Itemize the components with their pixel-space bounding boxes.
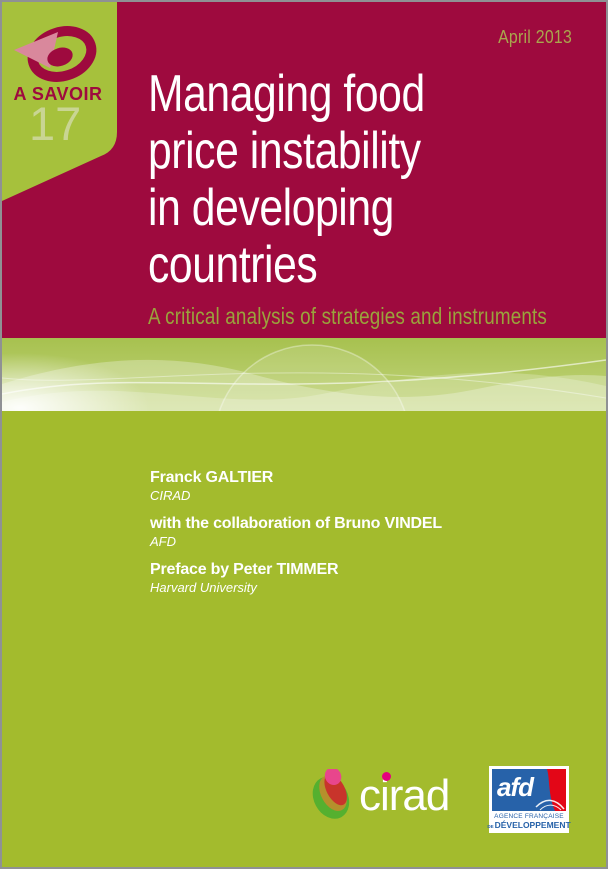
author-name: Franck GALTIER: [150, 469, 274, 486]
page-title: Managing food price instability in devel…: [148, 65, 425, 294]
afd-agency-line2-text: DÉVELOPPEMENT: [494, 820, 571, 830]
top-band: April 2013 Managing food price instabili…: [2, 2, 606, 338]
a-savoir-swoosh-icon: [14, 26, 97, 82]
afd-logo-top: afd: [492, 769, 566, 811]
author-affiliation: AFD: [150, 534, 176, 549]
afd-logo: afd AGENCE FRANÇAISE DE DÉVELOPPEMENT: [487, 766, 571, 833]
afd-agency-line1: AGENCE FRANÇAISE: [494, 813, 564, 820]
cirad-fruit-icon: [312, 769, 350, 819]
wave-pattern-svg: [2, 338, 606, 411]
issue-number: 17: [29, 97, 82, 150]
author-affiliation: Harvard University: [150, 580, 257, 595]
afd-sail-icon: [535, 769, 566, 811]
afd-agency-line2-prefix: DE: [487, 823, 494, 829]
cirad-wordmark: cirad: [359, 769, 450, 823]
wave-pattern: [2, 338, 606, 411]
author-group: Preface by Peter TIMMER Harvard Universi…: [150, 560, 442, 596]
series-label: A SAVOIR: [13, 84, 103, 104]
page-subtitle: A critical analysis of strategies and in…: [148, 303, 548, 329]
afd-wordmark: afd: [497, 772, 534, 802]
title-block: Managing food price instability in devel…: [148, 65, 606, 330]
publication-date: April 2013: [498, 27, 572, 47]
afd-agency-line2: DE DÉVELOPPEMENT: [487, 821, 570, 830]
series-badge: A SAVOIR 17: [2, 2, 120, 204]
author-group: with the collaboration of Bruno VINDEL A…: [150, 514, 442, 550]
author-name: Preface by Peter TIMMER: [150, 561, 339, 578]
author-affiliation: CIRAD: [150, 488, 191, 503]
cirad-dot-icon: [382, 772, 391, 781]
cirad-wordmark-text: cirad: [359, 771, 450, 820]
authors-block: Franck GALTIER CIRAD with the collaborat…: [150, 468, 442, 606]
author-name: with the collaboration of Bruno VINDEL: [150, 515, 442, 532]
cirad-logo: cirad: [304, 769, 450, 823]
author-group: Franck GALTIER CIRAD: [150, 468, 442, 504]
badge-shape: [2, 2, 117, 201]
